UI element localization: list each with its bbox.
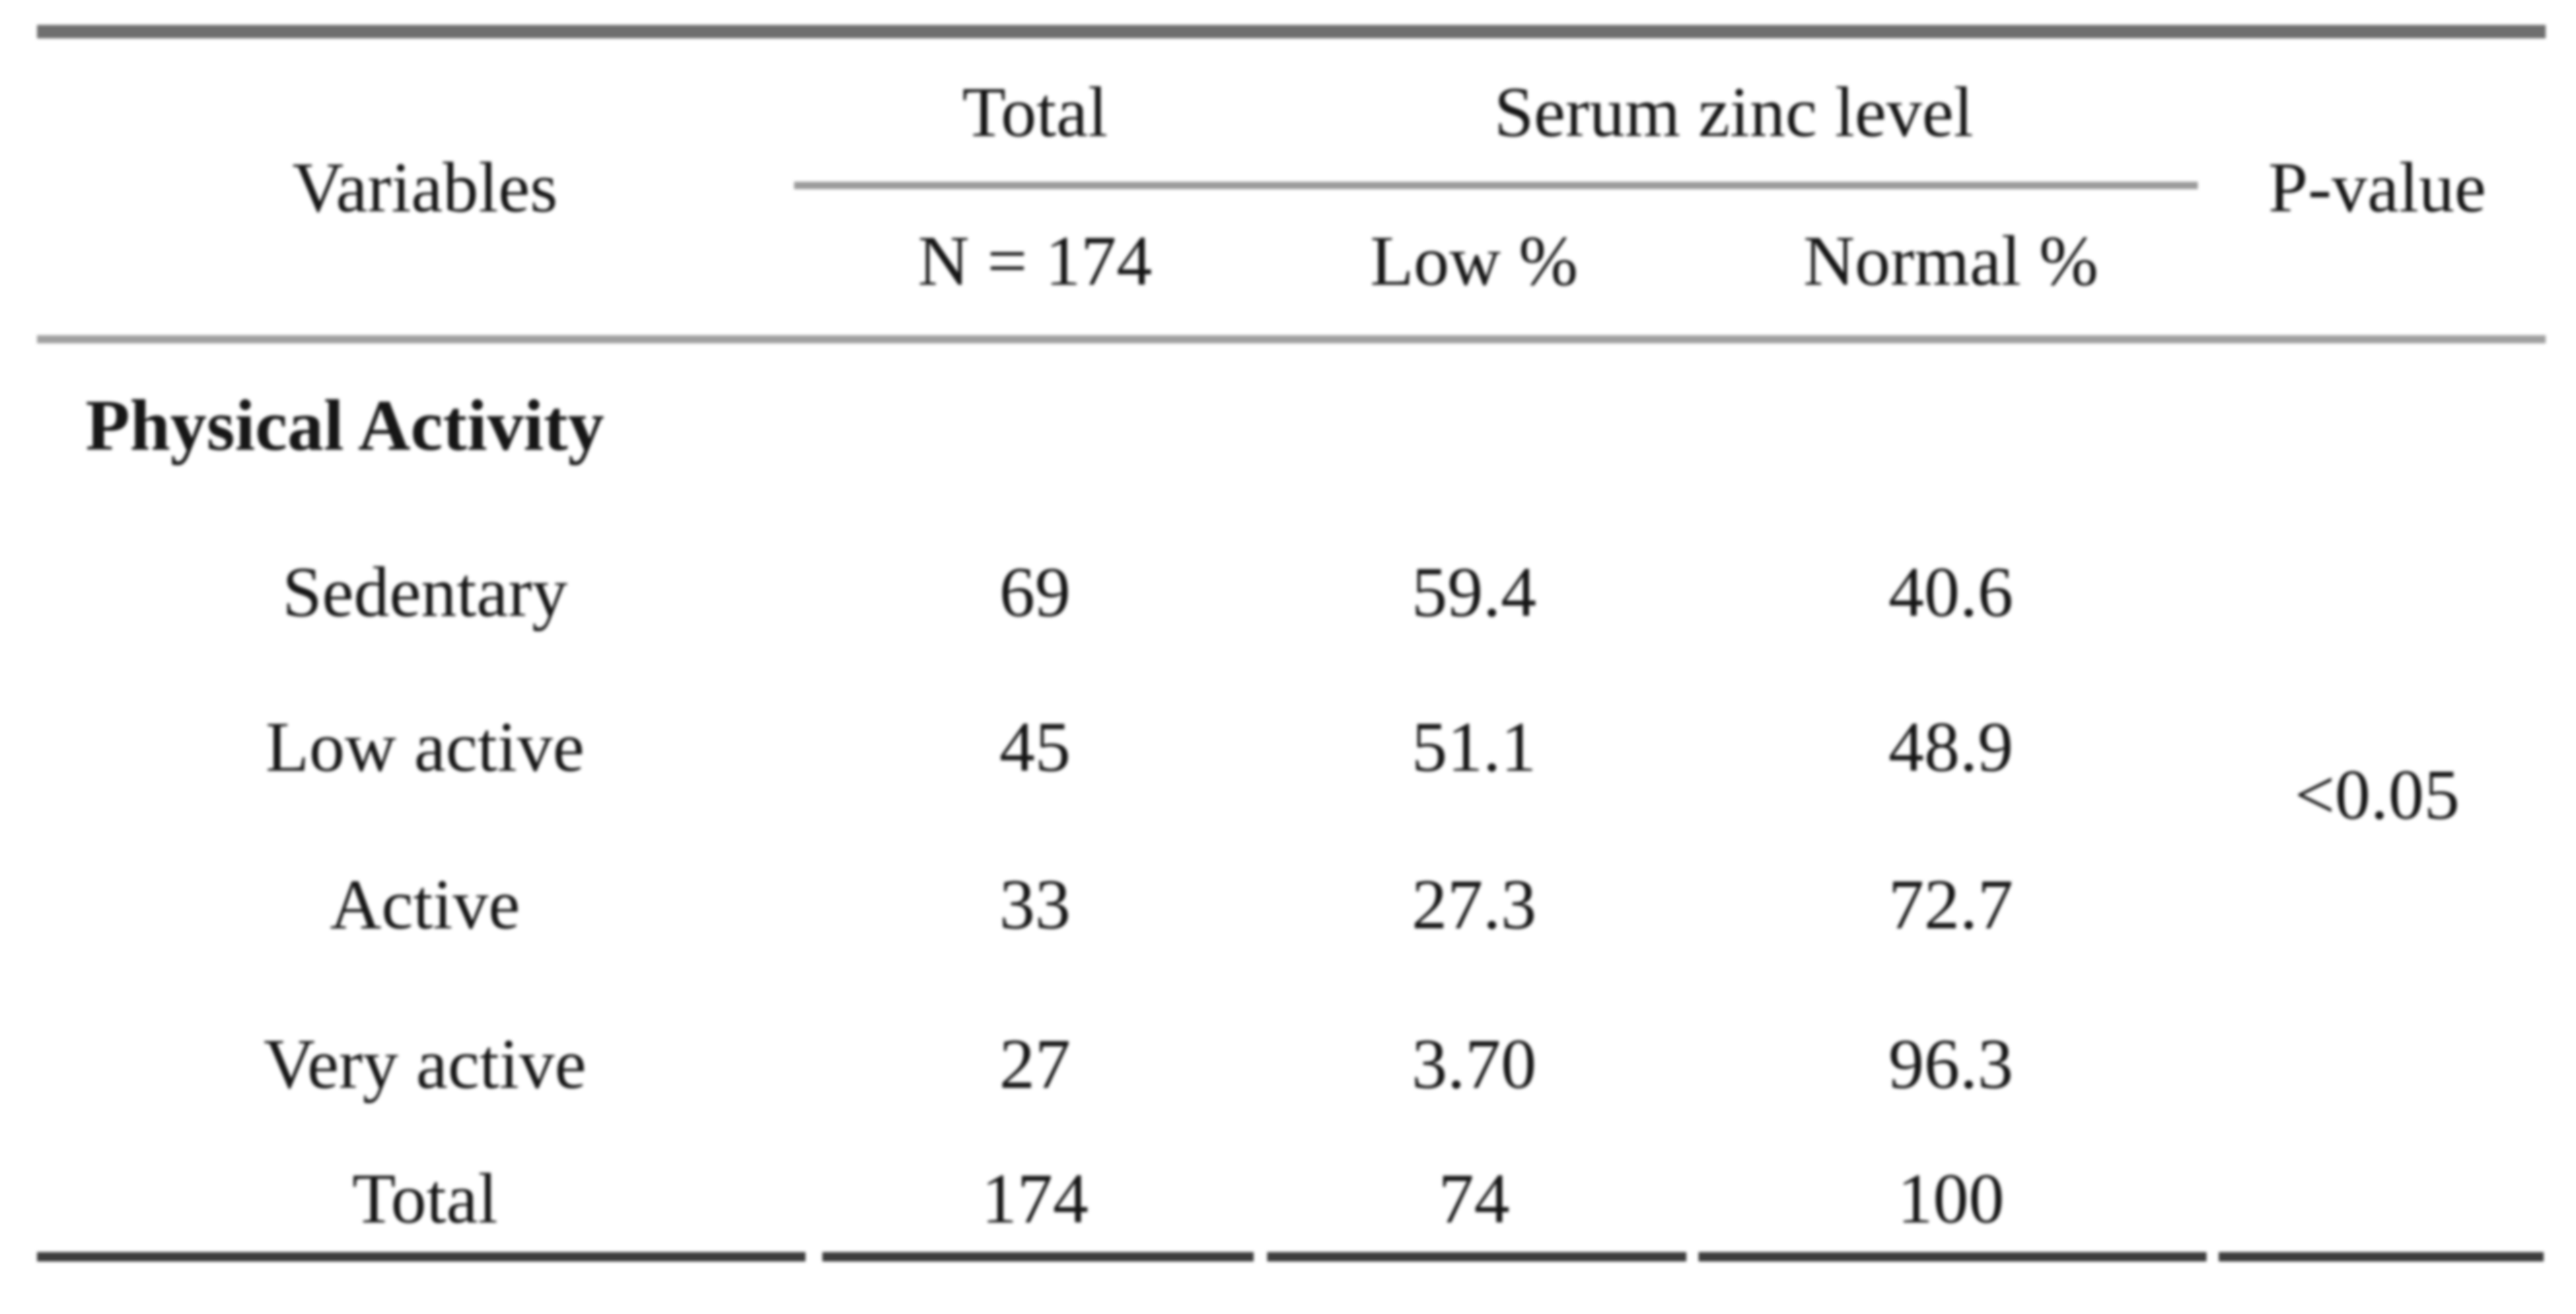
row-low: 51.1 <box>1411 707 1537 786</box>
row-normal: 96.3 <box>1888 1025 2013 1103</box>
table-top-rule <box>37 25 2546 38</box>
row-n: 33 <box>999 864 1071 944</box>
row-n: 27 <box>999 1025 1071 1103</box>
bottom-rule-segment <box>1267 1252 1686 1261</box>
row-low: 3.70 <box>1411 1025 1537 1103</box>
section-physical-activity: Physical Activity <box>85 385 604 466</box>
row-normal: 72.7 <box>1888 864 2013 944</box>
bottom-rule-segment <box>2219 1252 2544 1261</box>
header-serum-group: Serum zinc level <box>1494 72 1974 151</box>
bottom-rule-segment <box>37 1252 806 1261</box>
header-low-percent: Low % <box>1369 221 1579 300</box>
header-total-n: N = 174 <box>917 221 1153 300</box>
header-separator-rule <box>37 335 2546 343</box>
row-low: 59.4 <box>1411 553 1537 631</box>
row-label: Active <box>330 864 520 944</box>
row-normal: 40.6 <box>1888 553 2013 631</box>
row-low: 74 <box>1438 1159 1510 1238</box>
row-n: 45 <box>999 707 1071 786</box>
row-label: Low active <box>265 707 585 786</box>
row-normal: 48.9 <box>1888 707 2013 786</box>
header-normal-percent: Normal % <box>1803 221 2099 300</box>
row-label: Very active <box>263 1025 587 1103</box>
header-variables: Variables <box>292 147 558 227</box>
row-normal: 100 <box>1897 1159 2005 1238</box>
p-value-cell: <0.05 <box>2294 755 2460 834</box>
row-n: 69 <box>999 553 1071 631</box>
header-total-group: Total <box>962 72 1108 151</box>
header-span-rule <box>794 182 2198 189</box>
table-grid: Variables Total Serum zinc level P-value… <box>37 38 2544 1253</box>
row-label: Total <box>352 1159 498 1238</box>
header-p-value: P-value <box>2268 147 2486 227</box>
row-low: 27.3 <box>1411 864 1537 944</box>
row-n: 174 <box>981 1159 1089 1238</box>
row-label: Sedentary <box>282 553 568 631</box>
bottom-rule-segment <box>822 1252 1254 1261</box>
bottom-rule-segment <box>1698 1252 2207 1261</box>
